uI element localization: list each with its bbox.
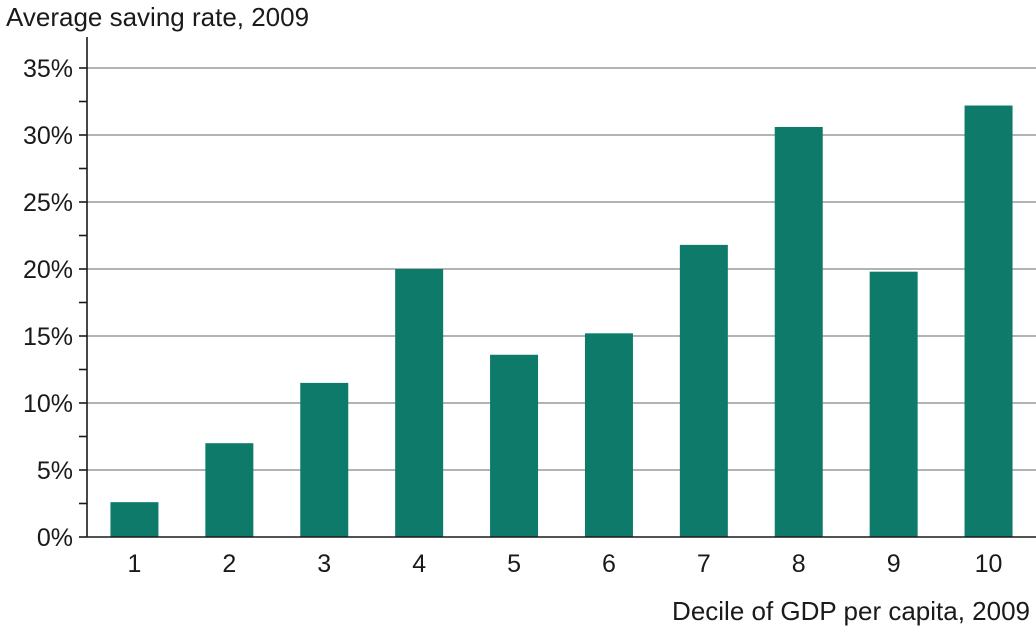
x-tick-label: 9	[887, 550, 901, 578]
bar-decile-5	[490, 354, 539, 537]
bar-decile-7	[679, 244, 728, 537]
x-tick-label: 4	[412, 550, 426, 578]
y-tick-label: 25%	[23, 189, 73, 217]
y-tick-label: 15%	[23, 323, 73, 351]
x-tick-labels: 1 2 3 4 5 6 7 8 9 10	[127, 550, 1002, 578]
bar-decile-9	[869, 271, 918, 537]
x-tick-label: 10	[975, 550, 1003, 578]
y-tick-label: 5%	[37, 457, 73, 485]
x-tick-label: 3	[317, 550, 331, 578]
bar-decile-6	[584, 333, 633, 537]
axes	[79, 37, 1036, 538]
bar-decile-2	[205, 443, 254, 537]
x-tick-label: 2	[222, 550, 236, 578]
x-tick-label: 6	[602, 550, 616, 578]
y-tick-label: 30%	[23, 122, 73, 150]
x-tick-label: 8	[792, 550, 806, 578]
y-tick-labels: 0% 5% 10% 15% 20% 25% 30% 35%	[23, 55, 73, 552]
x-tick-label: 7	[697, 550, 711, 578]
bars	[110, 105, 1013, 538]
y-tick-label: 20%	[23, 256, 73, 284]
y-tick-label: 10%	[23, 390, 73, 418]
y-axis-title: Average saving rate, 2009	[6, 2, 309, 32]
x-tick-label: 1	[127, 550, 141, 578]
gridlines	[87, 67, 1036, 471]
bar-decile-10	[964, 105, 1013, 538]
x-tick-label: 5	[507, 550, 521, 578]
bar-decile-4	[395, 269, 444, 537]
y-tick-label: 35%	[23, 55, 73, 83]
bar-decile-8	[774, 126, 823, 538]
x-axis-title: Decile of GDP per capita, 2009	[672, 596, 1030, 626]
bar-decile-1	[110, 502, 159, 537]
bar-decile-3	[300, 382, 349, 537]
y-tick-label: 0%	[37, 524, 73, 552]
